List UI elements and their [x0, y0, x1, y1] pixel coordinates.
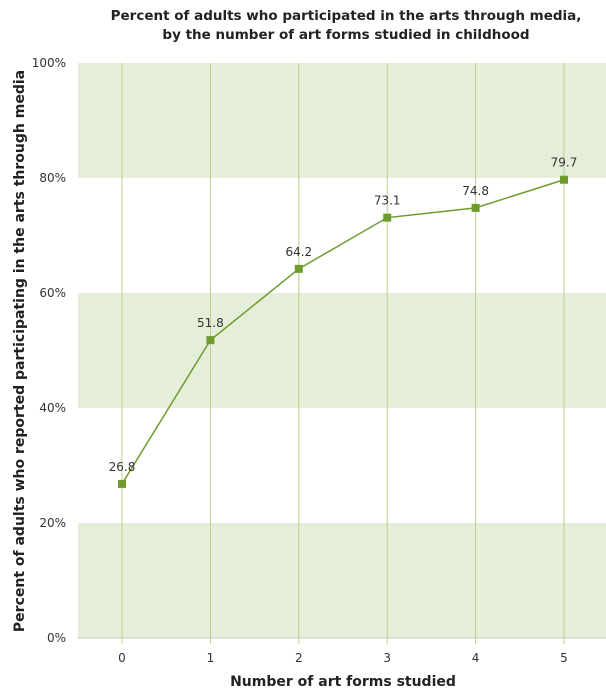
data-point — [294, 264, 303, 273]
x-tick-label: 2 — [295, 651, 303, 665]
data-label: 64.2 — [285, 245, 312, 259]
y-tick-label: 100% — [32, 56, 66, 70]
x-tick-label: 5 — [560, 651, 568, 665]
data-point — [560, 175, 568, 184]
chart-title-line-2: by the number of art forms studied in ch… — [162, 27, 529, 43]
data-point — [118, 479, 126, 488]
y-axis-title: Percent of adults who reported participa… — [12, 70, 28, 632]
data-point — [383, 213, 392, 222]
x-tick-label: 1 — [207, 651, 215, 665]
x-tick-label: 0 — [118, 651, 126, 665]
x-axis-title: Number of art forms studied — [230, 674, 456, 690]
data-label: 74.8 — [462, 184, 489, 198]
background-band — [78, 293, 606, 408]
chart-title-line-1: Percent of adults who participated in th… — [111, 8, 582, 24]
data-label: 79.7 — [551, 156, 578, 170]
plot-area: 0% 20% 40% 60% 80% 100% 0 1 2 3 4 5 26.8 51.8 64.2 73.1… — [32, 56, 606, 665]
data-label: 73.1 — [374, 194, 401, 208]
background-band — [78, 523, 606, 638]
data-label: 51.8 — [197, 316, 224, 330]
y-tick-label: 60% — [39, 286, 66, 300]
series-line — [121, 179, 565, 485]
y-tick-label: 40% — [39, 401, 66, 415]
y-tick-label: 0% — [47, 631, 66, 645]
x-tick-label: 4 — [472, 651, 480, 665]
y-tick-label: 80% — [39, 171, 66, 185]
data-label: 26.8 — [109, 460, 136, 474]
data-point — [206, 336, 215, 345]
y-tick-label: 20% — [39, 516, 66, 530]
data-point — [471, 203, 480, 212]
background-band — [78, 63, 606, 178]
x-tick-label: 3 — [383, 651, 391, 665]
